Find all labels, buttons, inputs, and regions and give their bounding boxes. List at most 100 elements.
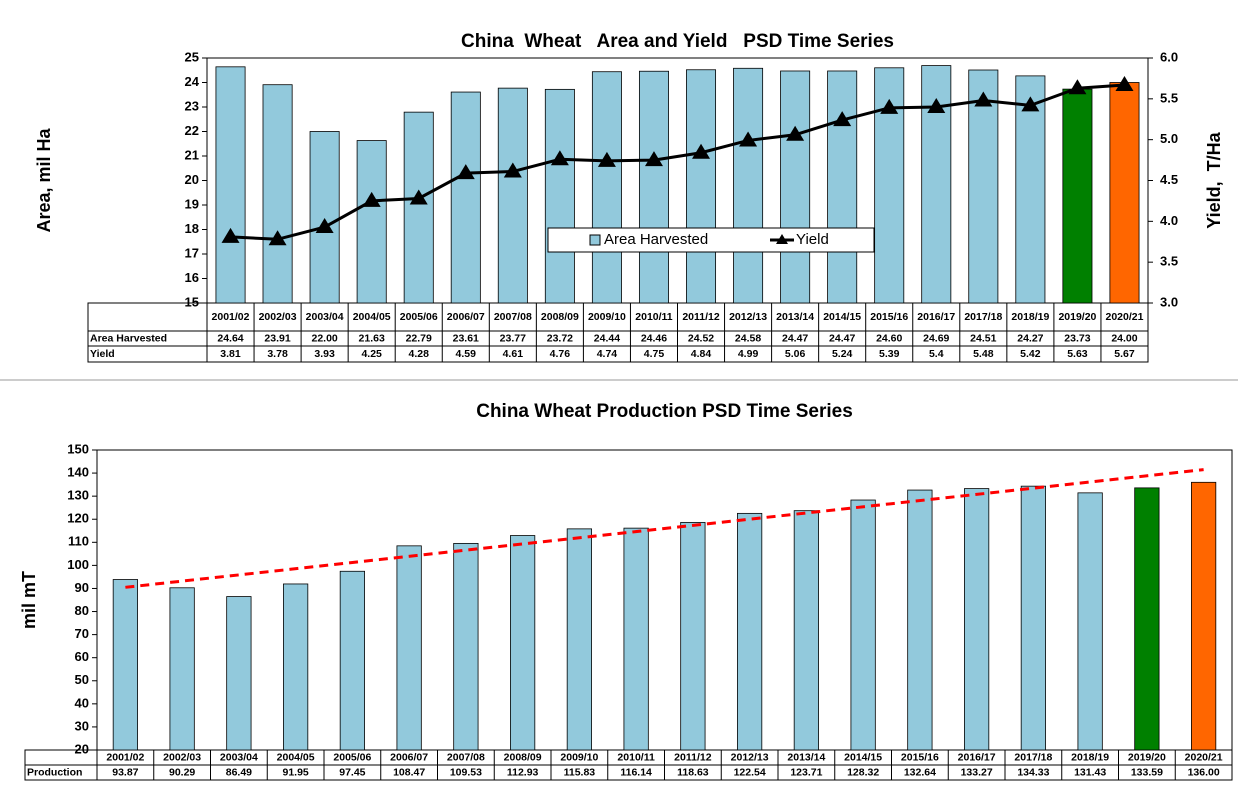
table-row-label: Production (27, 766, 82, 778)
y-tick-label: 20 (75, 741, 89, 756)
y2-tick-label: 3.5 (1160, 254, 1178, 269)
y2-tick-label: 4.5 (1160, 172, 1178, 187)
legend-label: Yield (796, 231, 829, 248)
y2-tick-label: 6.0 (1160, 49, 1178, 64)
x-tick-label: 2002/03 (259, 311, 297, 323)
table-value: 86.49 (226, 766, 252, 778)
table-value: 116.14 (620, 766, 652, 778)
table-value: 5.63 (1067, 348, 1088, 360)
x-tick-label: 2010/11 (635, 311, 673, 323)
table-value: 24.64 (217, 332, 243, 344)
bar (283, 583, 309, 751)
table-value: 24.60 (876, 332, 902, 344)
legend-swatch (589, 234, 601, 246)
line (230, 83, 1125, 241)
y2-tick-label: 3.0 (1160, 294, 1178, 309)
y-tick-label: 17 (185, 245, 199, 260)
y-tick-label: 22 (185, 123, 199, 138)
bar (827, 70, 858, 304)
table-value: 24.69 (923, 332, 949, 344)
x-tick-label: 2020/21 (1105, 311, 1143, 323)
legend-marker (776, 234, 788, 244)
table-value: 132.64 (904, 766, 936, 778)
x-tick-label: 2006/07 (447, 311, 485, 323)
bar (566, 528, 592, 751)
table-value: 133.27 (961, 766, 993, 778)
table-value: 90.29 (169, 766, 195, 778)
table-value: 91.95 (282, 766, 308, 778)
x-tick-label: 2015/16 (901, 751, 939, 763)
table-value: 5.4 (929, 348, 944, 360)
bar (544, 88, 575, 304)
table-value: 24.27 (1017, 332, 1043, 344)
x-tick-label: 2018/19 (1011, 311, 1049, 323)
chart-title: China Wheat Area and Yield PSD Time Seri… (461, 31, 894, 52)
marker (221, 227, 240, 243)
x-tick-label: 2005/06 (333, 751, 371, 763)
marker (503, 162, 522, 178)
chart-title: China Wheat Production PSD Time Series (476, 401, 853, 422)
bar (309, 131, 340, 304)
y-tick-label: 50 (75, 672, 89, 687)
table-value: 24.46 (641, 332, 667, 344)
table-value: 109.53 (450, 766, 482, 778)
bar (497, 87, 528, 304)
table-value: 24.47 (782, 332, 808, 344)
table-value: 4.76 (550, 348, 571, 360)
bar (680, 521, 706, 751)
bar (1077, 492, 1103, 751)
table-value: 128.32 (847, 766, 879, 778)
x-tick-label: 2015/16 (870, 311, 908, 323)
x-tick-label: 2010/11 (617, 751, 655, 763)
marker (597, 151, 616, 167)
table-value: 4.99 (738, 348, 759, 360)
x-tick-label: 2005/06 (400, 311, 438, 323)
table-value: 23.61 (453, 332, 479, 344)
table-value: 4.28 (409, 348, 430, 360)
x-tick-label: 2019/20 (1058, 311, 1096, 323)
y2-axis-label: Yield, T/Ha (1204, 131, 1224, 228)
bar (638, 70, 669, 304)
table-value: 133.59 (1131, 766, 1163, 778)
y-tick-label: 20 (185, 172, 199, 187)
bar (1020, 485, 1046, 751)
marker (1115, 75, 1134, 91)
table-row-label: Yield (90, 348, 115, 360)
bar (793, 510, 819, 751)
y-tick-label: 23 (185, 98, 199, 113)
bar (623, 527, 649, 751)
x-tick-label: 2004/05 (277, 751, 315, 763)
y-tick-label: 100 (67, 557, 89, 572)
marker (880, 98, 899, 114)
table-value: 5.42 (1020, 348, 1041, 360)
bar (1015, 75, 1046, 304)
x-tick-label: 2014/15 (844, 751, 882, 763)
y-tick-label: 40 (75, 695, 89, 710)
x-tick-label: 2016/17 (958, 751, 996, 763)
x-tick-label: 2007/08 (447, 751, 485, 763)
table-value: 131.43 (1074, 766, 1106, 778)
x-tick-label: 2008/09 (504, 751, 542, 763)
marker (739, 131, 758, 147)
x-tick-label: 2003/04 (306, 311, 344, 323)
y-tick-label: 130 (67, 488, 89, 503)
marker (833, 111, 852, 127)
bar (1109, 82, 1140, 304)
bar (450, 91, 481, 304)
marker (786, 125, 805, 141)
x-tick-label: 2001/02 (106, 751, 144, 763)
legend-label: Area Harvested (604, 231, 708, 248)
x-tick-label: 2020/21 (1185, 751, 1223, 763)
table-value: 118.63 (677, 766, 709, 778)
table-value: 3.81 (220, 348, 241, 360)
table-value: 136.00 (1188, 766, 1220, 778)
table-value: 5.24 (832, 348, 853, 360)
bar (510, 535, 536, 751)
table-value: 23.72 (547, 332, 573, 344)
table-value: 22.79 (406, 332, 432, 344)
y-tick-label: 15 (185, 294, 199, 309)
marker (362, 191, 381, 207)
bar (591, 71, 622, 304)
y-tick-label: 24 (185, 74, 200, 89)
